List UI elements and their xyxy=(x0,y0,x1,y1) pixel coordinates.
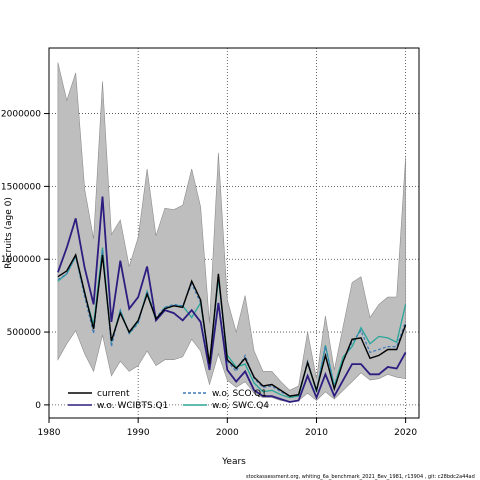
plot-frame xyxy=(48,47,420,419)
confidence-band xyxy=(57,62,406,403)
x-tick-label: 1980 xyxy=(38,428,61,438)
y-axis-label: Recruits (age 0) xyxy=(4,197,14,269)
legend-label-4: w.o. SWC.Q4 xyxy=(212,401,269,411)
x-tick-label: 2000 xyxy=(216,428,239,438)
y-tick-label: 1000000 xyxy=(1,255,41,265)
footer-note: stockassessment.org, whiting_6a_benchmar… xyxy=(246,474,475,480)
y-tick-label: 1500000 xyxy=(1,182,41,192)
x-tick-label: 2020 xyxy=(394,428,417,438)
x-tick-label: 2010 xyxy=(305,428,328,438)
series-lines xyxy=(57,196,407,403)
series-line-2 xyxy=(57,196,407,403)
x-axis: 1980 1990 2000 2010 2020 xyxy=(38,418,417,438)
legend-label-3: w.o. SCO.Q1 xyxy=(212,389,267,399)
y-tick-label: 500000 xyxy=(7,328,42,338)
series-line-1 xyxy=(57,252,407,397)
legend: current w.o. WCIBTS.Q1 w.o. SCO.Q1 w.o. SWC… xyxy=(68,389,269,411)
y-axis: 0 500000 1000000 1500000 2000000 xyxy=(1,110,49,411)
x-axis-label: Years xyxy=(221,457,246,467)
legend-label-1: current xyxy=(97,389,130,399)
legend-label-2: w.o. WCIBTS.Q1 xyxy=(97,401,168,411)
y-tick-label: 0 xyxy=(35,401,41,411)
x-tick-label: 1990 xyxy=(127,428,150,438)
y-tick-label: 2000000 xyxy=(1,110,41,120)
confidence-band-area xyxy=(57,62,406,403)
